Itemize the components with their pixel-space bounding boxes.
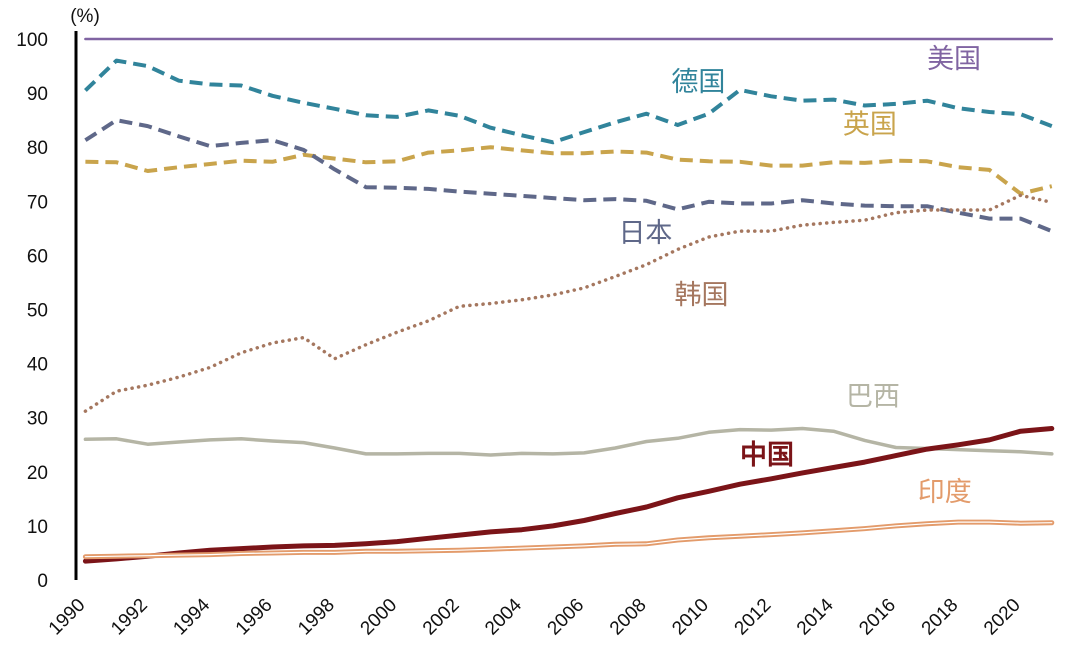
x-tick-label: 1992 [107, 595, 152, 640]
x-tick-label: 2016 [855, 595, 900, 640]
x-tick-label: 2020 [980, 595, 1025, 640]
series-line-3 [84, 118, 1053, 233]
series-label: 日本 [618, 218, 672, 249]
y-tick-label: 50 [27, 301, 48, 322]
y-tick-label: 90 [27, 84, 48, 105]
x-tick-label: 2004 [481, 594, 526, 639]
series-label: 中国 [740, 440, 794, 471]
y-tick-label: 0 [37, 571, 48, 592]
y-unit-label: (%) [70, 6, 100, 27]
series-line-7 [82, 519, 1055, 560]
series-label: 韩国 [675, 280, 729, 311]
x-tick-label: 1990 [45, 595, 90, 640]
x-tick-label: 1994 [169, 594, 214, 639]
series-label: 巴西 [846, 381, 900, 412]
x-tick-label: 1998 [294, 595, 339, 640]
x-tick-label: 2002 [419, 595, 464, 640]
x-tick-label: 2008 [606, 595, 651, 640]
y-tick-label: 20 [27, 463, 48, 484]
x-tick-label: 2014 [793, 594, 838, 639]
x-tick-label: 2006 [544, 595, 589, 640]
series-label: 美国 [927, 44, 981, 75]
series-line-4 [83, 193, 1054, 413]
series-line-6 [82, 426, 1055, 564]
x-tick-label: 2000 [357, 595, 402, 640]
y-tick-label: 10 [27, 517, 48, 538]
series-label: 德国 [671, 67, 725, 98]
series-label: 印度 [918, 477, 972, 508]
x-tick-label: 2018 [918, 595, 963, 640]
x-tick-label: 1996 [232, 595, 277, 640]
y-tick-label: 100 [16, 30, 48, 51]
x-tick-label: 2010 [668, 595, 713, 640]
y-tick-label: 30 [27, 409, 48, 430]
series-line-1 [84, 58, 1053, 145]
y-tick-label: 40 [27, 355, 48, 376]
y-tick-label: 60 [27, 246, 48, 267]
y-tick-label: 70 [27, 192, 48, 213]
series-label: 英国 [843, 110, 897, 141]
series-line-2 [85, 145, 1053, 196]
x-tick-label: 2012 [731, 595, 776, 640]
series-line-5 [83, 426, 1054, 457]
y-tick-label: 80 [27, 138, 48, 159]
